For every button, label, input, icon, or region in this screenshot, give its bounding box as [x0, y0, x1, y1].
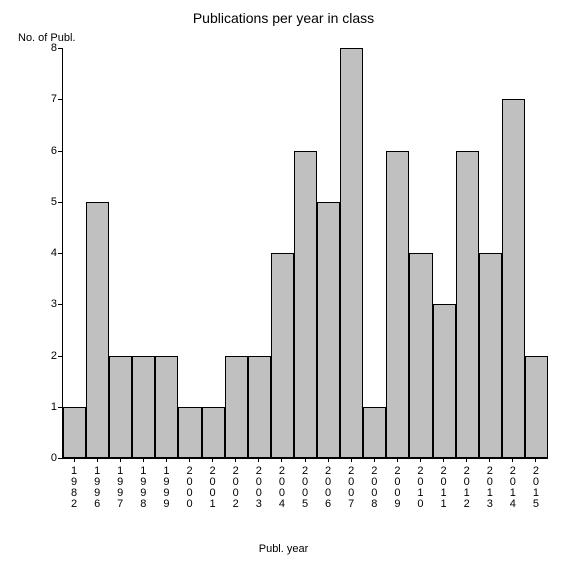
xtick-label: 2015: [530, 466, 541, 510]
ytick-label: 3: [37, 298, 57, 310]
ytick-mark: [58, 202, 62, 203]
xtick-mark: [258, 458, 259, 462]
xtick-mark: [512, 458, 513, 462]
x-axis-label: Publ. year: [0, 543, 567, 555]
bar: [340, 48, 363, 458]
ytick-label: 4: [37, 247, 57, 259]
xtick-mark: [466, 458, 467, 462]
xtick-mark: [281, 458, 282, 462]
bar: [317, 202, 340, 458]
chart-container: Publications per year in class No. of Pu…: [0, 0, 567, 567]
ytick-mark: [58, 48, 62, 49]
bar: [386, 151, 409, 459]
bar: [409, 253, 432, 458]
bar: [109, 356, 132, 459]
xtick-mark: [535, 458, 536, 462]
ytick-label: 6: [37, 145, 57, 157]
xtick-mark: [305, 458, 306, 462]
xtick-label: 2005: [300, 466, 311, 510]
xtick-mark: [374, 458, 375, 462]
xtick-label: 1999: [161, 466, 172, 510]
ytick-label: 7: [37, 93, 57, 105]
bar: [178, 407, 201, 458]
xtick-mark: [189, 458, 190, 462]
xtick-mark: [143, 458, 144, 462]
xtick-label: 1998: [138, 466, 149, 510]
ytick-mark: [58, 407, 62, 408]
bar: [502, 99, 525, 458]
ytick-mark: [58, 458, 62, 459]
ytick-mark: [58, 304, 62, 305]
xtick-mark: [397, 458, 398, 462]
chart-title: Publications per year in class: [0, 10, 567, 26]
xtick-mark: [166, 458, 167, 462]
bar: [63, 407, 86, 458]
xtick-mark: [74, 458, 75, 462]
xtick-label: 2014: [507, 466, 518, 510]
bar: [433, 304, 456, 458]
xtick-label: 2002: [230, 466, 241, 510]
bar: [363, 407, 386, 458]
xtick-label: 2009: [392, 466, 403, 510]
xtick-label: 2012: [461, 466, 472, 510]
xtick-label: 2000: [184, 466, 195, 510]
xtick-label: 2004: [276, 466, 287, 510]
xtick-mark: [97, 458, 98, 462]
bar: [132, 356, 155, 459]
xtick-mark: [443, 458, 444, 462]
xtick-mark: [351, 458, 352, 462]
bar: [456, 151, 479, 459]
xtick-label: 2003: [253, 466, 264, 510]
bar: [155, 356, 178, 459]
xtick-label: 2007: [346, 466, 357, 510]
xtick-mark: [420, 458, 421, 462]
ytick-label: 0: [37, 452, 57, 464]
xtick-mark: [120, 458, 121, 462]
ytick-label: 8: [37, 42, 57, 54]
ytick-mark: [58, 99, 62, 100]
xtick-label: 2006: [323, 466, 334, 510]
xtick-mark: [212, 458, 213, 462]
ytick-mark: [58, 253, 62, 254]
bar: [248, 356, 271, 459]
xtick-label: 2010: [415, 466, 426, 510]
ytick-label: 5: [37, 196, 57, 208]
ytick-label: 1: [37, 401, 57, 413]
ytick-label: 2: [37, 350, 57, 362]
xtick-mark: [328, 458, 329, 462]
xtick-mark: [489, 458, 490, 462]
xtick-label: 2001: [207, 466, 218, 510]
xtick-label: 2008: [369, 466, 380, 510]
xtick-label: 1996: [92, 466, 103, 510]
xtick-mark: [235, 458, 236, 462]
xtick-label: 1997: [115, 466, 126, 510]
bar: [479, 253, 502, 458]
xtick-label: 1982: [69, 466, 80, 510]
xtick-label: 2011: [438, 466, 449, 510]
bar: [525, 356, 548, 459]
ytick-mark: [58, 356, 62, 357]
bar: [271, 253, 294, 458]
bar: [202, 407, 225, 458]
bar: [294, 151, 317, 459]
ytick-mark: [58, 151, 62, 152]
bar: [86, 202, 109, 458]
xtick-label: 2013: [484, 466, 495, 510]
bar: [225, 356, 248, 459]
plot-area: [62, 48, 548, 459]
